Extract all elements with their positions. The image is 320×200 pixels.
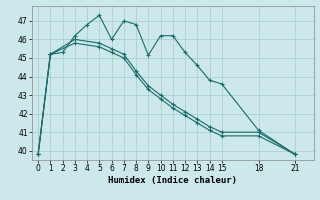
X-axis label: Humidex (Indice chaleur): Humidex (Indice chaleur)	[108, 176, 237, 185]
